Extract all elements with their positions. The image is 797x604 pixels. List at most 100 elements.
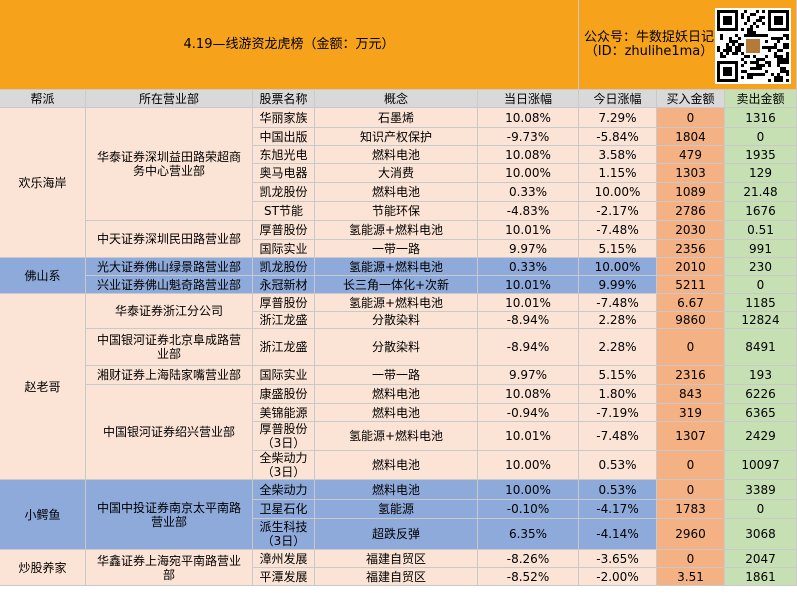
sell-amount: 991 bbox=[725, 240, 797, 258]
account-id: （ID：zhulihe1ma） bbox=[584, 43, 714, 59]
prev-day-change: 6.35% bbox=[478, 519, 579, 550]
prev-day-change: -8.94% bbox=[478, 312, 579, 329]
buy-amount: 0 bbox=[657, 451, 725, 480]
buy-amount: 1303 bbox=[657, 164, 725, 183]
branch-name: 光大证券佛山绿景路营业部 bbox=[86, 258, 253, 276]
sell-amount: 6365 bbox=[725, 404, 797, 422]
stock-name: 派生科技（3日） bbox=[253, 519, 315, 550]
prev-day-change: 10.01% bbox=[478, 294, 579, 312]
stock-name: 国际实业 bbox=[253, 240, 315, 258]
concept: 燃料电池 bbox=[315, 146, 478, 164]
stock-name: 凯龙股份 bbox=[253, 258, 315, 276]
prev-day-change: 10.08% bbox=[478, 385, 579, 404]
concept: 节能环保 bbox=[315, 202, 478, 221]
prev-day-change: -4.83% bbox=[478, 202, 579, 221]
sell-amount: 10097 bbox=[725, 451, 797, 480]
sell-amount: 0 bbox=[725, 128, 797, 146]
buy-amount: 5211 bbox=[657, 276, 725, 294]
sell-amount: 193 bbox=[725, 366, 797, 385]
today-change: -7.48% bbox=[579, 294, 657, 312]
stock-name: 浙江龙盛 bbox=[253, 312, 315, 329]
stock-name: ST节能 bbox=[253, 202, 315, 221]
branch-name: 华泰证券浙江分公司 bbox=[86, 294, 253, 329]
sell-amount: 8491 bbox=[725, 329, 797, 366]
stock-name: 厚普股份 bbox=[253, 221, 315, 240]
today-change: -4.17% bbox=[579, 500, 657, 519]
buy-amount: 843 bbox=[657, 385, 725, 404]
concept: 氢能源+燃料电池 bbox=[315, 294, 478, 312]
header-sell-amount: 卖出金额 bbox=[725, 90, 797, 108]
stock-name: 奥马电器 bbox=[253, 164, 315, 183]
buy-amount: 6.67 bbox=[657, 294, 725, 312]
concept: 燃料电池 bbox=[315, 480, 478, 500]
prev-day-change: 10.00% bbox=[478, 451, 579, 480]
concept: 氢能源+燃料电池 bbox=[315, 258, 478, 276]
today-change: 2.28% bbox=[579, 312, 657, 329]
sell-amount: 21.48 bbox=[725, 183, 797, 202]
today-change: -7.48% bbox=[579, 422, 657, 451]
sell-amount: 3068 bbox=[725, 519, 797, 550]
concept: 福建自贸区 bbox=[315, 568, 478, 586]
stock-name: 浙江龙盛 bbox=[253, 329, 315, 366]
concept: 一带一路 bbox=[315, 366, 478, 385]
branch-name: 中国中投证券南京太平南路营业部 bbox=[86, 480, 253, 550]
faction-name: 小鳄鱼 bbox=[0, 480, 86, 550]
today-change: 10.00% bbox=[579, 258, 657, 276]
concept: 一带一路 bbox=[315, 240, 478, 258]
buy-amount: 1783 bbox=[657, 500, 725, 519]
sell-amount: 12824 bbox=[725, 312, 797, 329]
header-faction: 帮派 bbox=[0, 90, 86, 108]
sell-amount: 129 bbox=[725, 164, 797, 183]
stock-name: 美锦能源 bbox=[253, 404, 315, 422]
header-prev-change: 当日涨幅 bbox=[478, 90, 579, 108]
concept: 燃料电池 bbox=[315, 451, 478, 480]
qr-code-icon bbox=[715, 8, 791, 84]
concept: 知识产权保护 bbox=[315, 128, 478, 146]
concept: 福建自贸区 bbox=[315, 550, 478, 568]
branch-name: 华泰证券深圳益田路荣超商务中心营业部 bbox=[86, 108, 253, 221]
stock-name: 全柴动力（3日） bbox=[253, 451, 315, 480]
stock-name: 平潭发展 bbox=[253, 568, 315, 586]
today-change: -3.65% bbox=[579, 550, 657, 568]
buy-amount: 479 bbox=[657, 146, 725, 164]
prev-day-change: 10.08% bbox=[478, 146, 579, 164]
sell-amount: 1316 bbox=[725, 108, 797, 128]
sell-amount: 0.51 bbox=[725, 221, 797, 240]
buy-amount: 3.51 bbox=[657, 568, 725, 586]
prev-day-change: -8.26% bbox=[478, 550, 579, 568]
today-change: -2.17% bbox=[579, 202, 657, 221]
concept: 分散染料 bbox=[315, 329, 478, 366]
stock-name: 华丽家族 bbox=[253, 108, 315, 128]
today-change: 0.53% bbox=[579, 451, 657, 480]
buy-amount: 0 bbox=[657, 108, 725, 128]
prev-day-change: -0.94% bbox=[478, 404, 579, 422]
concept: 石墨烯 bbox=[315, 108, 478, 128]
today-change: 5.15% bbox=[579, 240, 657, 258]
stock-name: 国际实业 bbox=[253, 366, 315, 385]
today-change: 0.53% bbox=[579, 480, 657, 500]
concept: 长三角一体化+次新 bbox=[315, 276, 478, 294]
stock-name: 永冠新材 bbox=[253, 276, 315, 294]
header-branch: 所在营业部 bbox=[86, 90, 253, 108]
buy-amount: 9860 bbox=[657, 312, 725, 329]
sell-amount: 1861 bbox=[725, 568, 797, 586]
sell-amount: 6226 bbox=[725, 385, 797, 404]
today-change: 10.00% bbox=[579, 183, 657, 202]
today-change: 1.15% bbox=[579, 164, 657, 183]
account-name: 公众号：牛数捉妖日记 bbox=[583, 29, 714, 45]
branch-name: 湘财证券上海陆家嘴营业部 bbox=[86, 366, 253, 385]
stock-name: 康盛股份 bbox=[253, 385, 315, 404]
today-change: 9.99% bbox=[579, 276, 657, 294]
header-stock: 股票名称 bbox=[253, 90, 315, 108]
prev-day-change: 10.00% bbox=[478, 164, 579, 183]
concept: 分散染料 bbox=[315, 312, 478, 329]
sell-amount: 230 bbox=[725, 258, 797, 276]
sell-amount: 2429 bbox=[725, 422, 797, 451]
branch-name: 中国银河证券绍兴营业部 bbox=[86, 385, 253, 480]
buy-amount: 0 bbox=[657, 329, 725, 366]
stock-name: 厚普股份（3日） bbox=[253, 422, 315, 451]
buy-amount: 2010 bbox=[657, 258, 725, 276]
concept: 超跌反弹 bbox=[315, 519, 478, 550]
sell-amount: 3389 bbox=[725, 480, 797, 500]
